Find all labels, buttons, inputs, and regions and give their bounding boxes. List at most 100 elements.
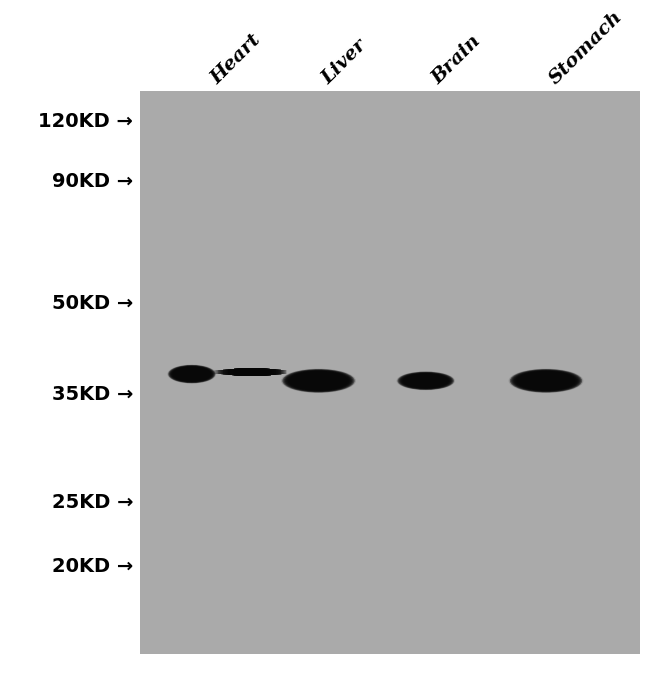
- Bar: [275, 369, 283, 375]
- Bar: [258, 368, 266, 376]
- Bar: [250, 368, 258, 376]
- Bar: [265, 369, 274, 375]
- Bar: [255, 368, 264, 376]
- Ellipse shape: [181, 369, 203, 379]
- Ellipse shape: [190, 373, 194, 375]
- Ellipse shape: [173, 367, 211, 381]
- Text: 25KD →: 25KD →: [52, 493, 133, 512]
- Ellipse shape: [530, 375, 562, 386]
- Bar: [256, 368, 265, 376]
- Ellipse shape: [519, 372, 573, 390]
- Ellipse shape: [287, 371, 350, 391]
- Bar: [235, 369, 243, 375]
- Bar: [239, 368, 247, 376]
- Bar: [224, 369, 233, 375]
- Bar: [242, 368, 251, 376]
- Bar: [252, 368, 261, 376]
- Text: 90KD →: 90KD →: [52, 173, 133, 191]
- Ellipse shape: [524, 373, 568, 388]
- Bar: [266, 369, 275, 375]
- Bar: [225, 369, 233, 375]
- Bar: [269, 369, 278, 375]
- Ellipse shape: [418, 378, 434, 384]
- Bar: [216, 370, 224, 374]
- Ellipse shape: [424, 380, 428, 381]
- Ellipse shape: [422, 380, 429, 381]
- Text: Stomach: Stomach: [546, 7, 626, 88]
- Bar: [218, 370, 226, 374]
- Ellipse shape: [398, 372, 453, 390]
- Ellipse shape: [406, 375, 445, 387]
- Bar: [241, 368, 250, 376]
- Ellipse shape: [396, 371, 455, 390]
- Ellipse shape: [422, 379, 430, 382]
- Bar: [253, 368, 261, 376]
- Ellipse shape: [413, 377, 438, 385]
- Ellipse shape: [528, 375, 564, 386]
- Bar: [239, 368, 248, 376]
- Ellipse shape: [532, 376, 560, 386]
- Ellipse shape: [535, 377, 557, 384]
- Ellipse shape: [305, 376, 332, 386]
- Ellipse shape: [525, 374, 567, 388]
- Bar: [259, 369, 268, 375]
- Bar: [216, 370, 225, 374]
- Ellipse shape: [186, 372, 198, 376]
- Bar: [273, 369, 281, 375]
- Ellipse shape: [170, 365, 214, 383]
- Bar: [272, 369, 281, 375]
- Ellipse shape: [400, 373, 451, 389]
- Ellipse shape: [286, 370, 351, 392]
- Ellipse shape: [306, 377, 331, 385]
- Bar: [247, 368, 255, 376]
- Bar: [276, 370, 285, 374]
- Ellipse shape: [402, 373, 450, 389]
- Ellipse shape: [317, 380, 320, 381]
- Ellipse shape: [417, 378, 434, 384]
- Ellipse shape: [282, 369, 355, 392]
- Text: Brain: Brain: [429, 32, 485, 88]
- Ellipse shape: [183, 371, 201, 377]
- Bar: [249, 368, 257, 376]
- Ellipse shape: [520, 372, 572, 390]
- Ellipse shape: [403, 373, 448, 388]
- Ellipse shape: [291, 372, 346, 390]
- Ellipse shape: [515, 371, 577, 391]
- Ellipse shape: [421, 379, 430, 382]
- Ellipse shape: [177, 369, 207, 379]
- Ellipse shape: [168, 365, 215, 384]
- Ellipse shape: [543, 380, 549, 381]
- Ellipse shape: [178, 369, 205, 379]
- Bar: [268, 369, 276, 375]
- Bar: [261, 369, 270, 375]
- Bar: [237, 368, 245, 376]
- Ellipse shape: [404, 374, 447, 388]
- Bar: [261, 369, 269, 375]
- Ellipse shape: [292, 372, 344, 390]
- Ellipse shape: [526, 374, 566, 388]
- Ellipse shape: [188, 373, 196, 375]
- Ellipse shape: [315, 379, 322, 382]
- Ellipse shape: [415, 377, 437, 384]
- Ellipse shape: [514, 370, 578, 392]
- Bar: [240, 368, 249, 376]
- Ellipse shape: [541, 379, 551, 382]
- Bar: [263, 369, 271, 375]
- Bar: [222, 369, 231, 375]
- Ellipse shape: [189, 373, 194, 375]
- Ellipse shape: [176, 368, 208, 380]
- Bar: [227, 369, 236, 375]
- Bar: [214, 370, 223, 374]
- Ellipse shape: [531, 376, 561, 386]
- Bar: [226, 369, 235, 375]
- Ellipse shape: [521, 373, 571, 389]
- Text: Liver: Liver: [318, 36, 370, 88]
- Ellipse shape: [511, 369, 581, 392]
- Bar: [242, 368, 250, 376]
- Bar: [229, 369, 238, 375]
- Bar: [213, 371, 221, 373]
- Bar: [270, 369, 279, 375]
- Bar: [255, 368, 263, 376]
- Text: 35KD →: 35KD →: [52, 385, 133, 404]
- Bar: [218, 370, 227, 374]
